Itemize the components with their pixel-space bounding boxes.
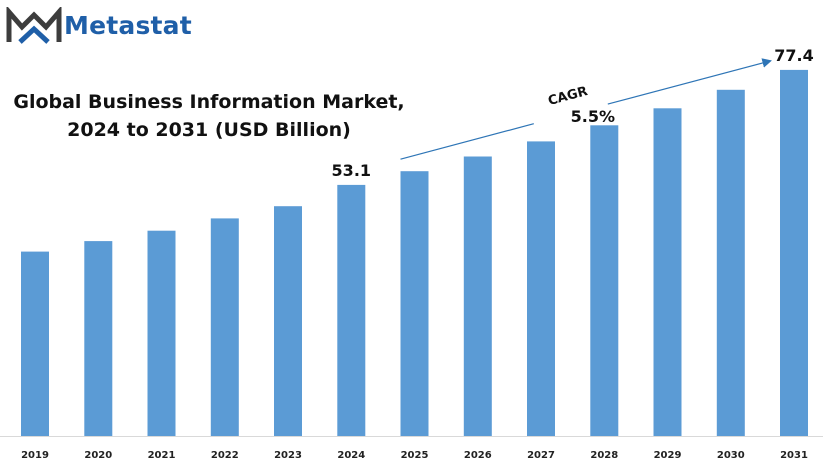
- x-tick-label-2019: 2019: [21, 450, 49, 461]
- x-tick-label-2026: 2026: [464, 450, 492, 461]
- x-tick-label-2029: 2029: [654, 450, 682, 461]
- x-tick-label-2021: 2021: [148, 450, 176, 461]
- data-labels: 53.1 77.4: [332, 46, 814, 180]
- cagr-value: 5.5%: [571, 107, 615, 126]
- bar-2031: [780, 69, 808, 437]
- bar-2021: [147, 230, 176, 436]
- chart-title-line-1: Global Business Information Market,: [13, 91, 405, 113]
- x-tick-label-2023: 2023: [274, 450, 302, 461]
- bar-2030: [716, 89, 745, 437]
- x-tick-label-2030: 2030: [717, 450, 745, 461]
- x-tick-label-2027: 2027: [527, 450, 555, 461]
- x-tick-label-2025: 2025: [401, 450, 429, 461]
- x-tick-label-2022: 2022: [211, 450, 239, 461]
- cagr-arrow-segment-2: [607, 58, 772, 105]
- chart-title-line-2: 2024 to 2031 (USD Billion): [67, 119, 351, 141]
- x-tick-label-2024: 2024: [337, 450, 365, 461]
- chart-title: Global Business Information Market, 2024…: [0, 88, 418, 144]
- bar-2019: [21, 251, 49, 436]
- data-label-2031: 77.4: [774, 46, 813, 65]
- bar-2024: [337, 184, 366, 436]
- brand-logo: Metastat: [6, 6, 192, 46]
- bar-2025: [400, 171, 429, 436]
- x-tick-label-2020: 2020: [84, 450, 112, 461]
- data-label-2024: 53.1: [332, 161, 371, 180]
- bar-2029: [653, 108, 682, 437]
- cagr-arrow-segment-1: [400, 123, 534, 160]
- x-tick-labels: 2019 2020 2021 2022 2023 2024 2025 2026 2027 2028…: [21, 450, 808, 461]
- cagr-label: CAGR: [547, 84, 590, 109]
- brand-name: Metastat: [64, 11, 192, 40]
- bar-2028: [590, 125, 619, 437]
- bar-2022: [210, 218, 239, 436]
- x-tick-label-2028: 2028: [590, 450, 618, 461]
- bar-2023: [274, 206, 302, 436]
- bar-2026: [463, 156, 492, 436]
- bar-2020: [84, 241, 113, 436]
- bars-layer: [21, 69, 808, 437]
- x-tick-label-2031: 2031: [780, 450, 808, 461]
- bar-2027: [527, 141, 555, 436]
- metastat-logo-icon: [6, 7, 62, 44]
